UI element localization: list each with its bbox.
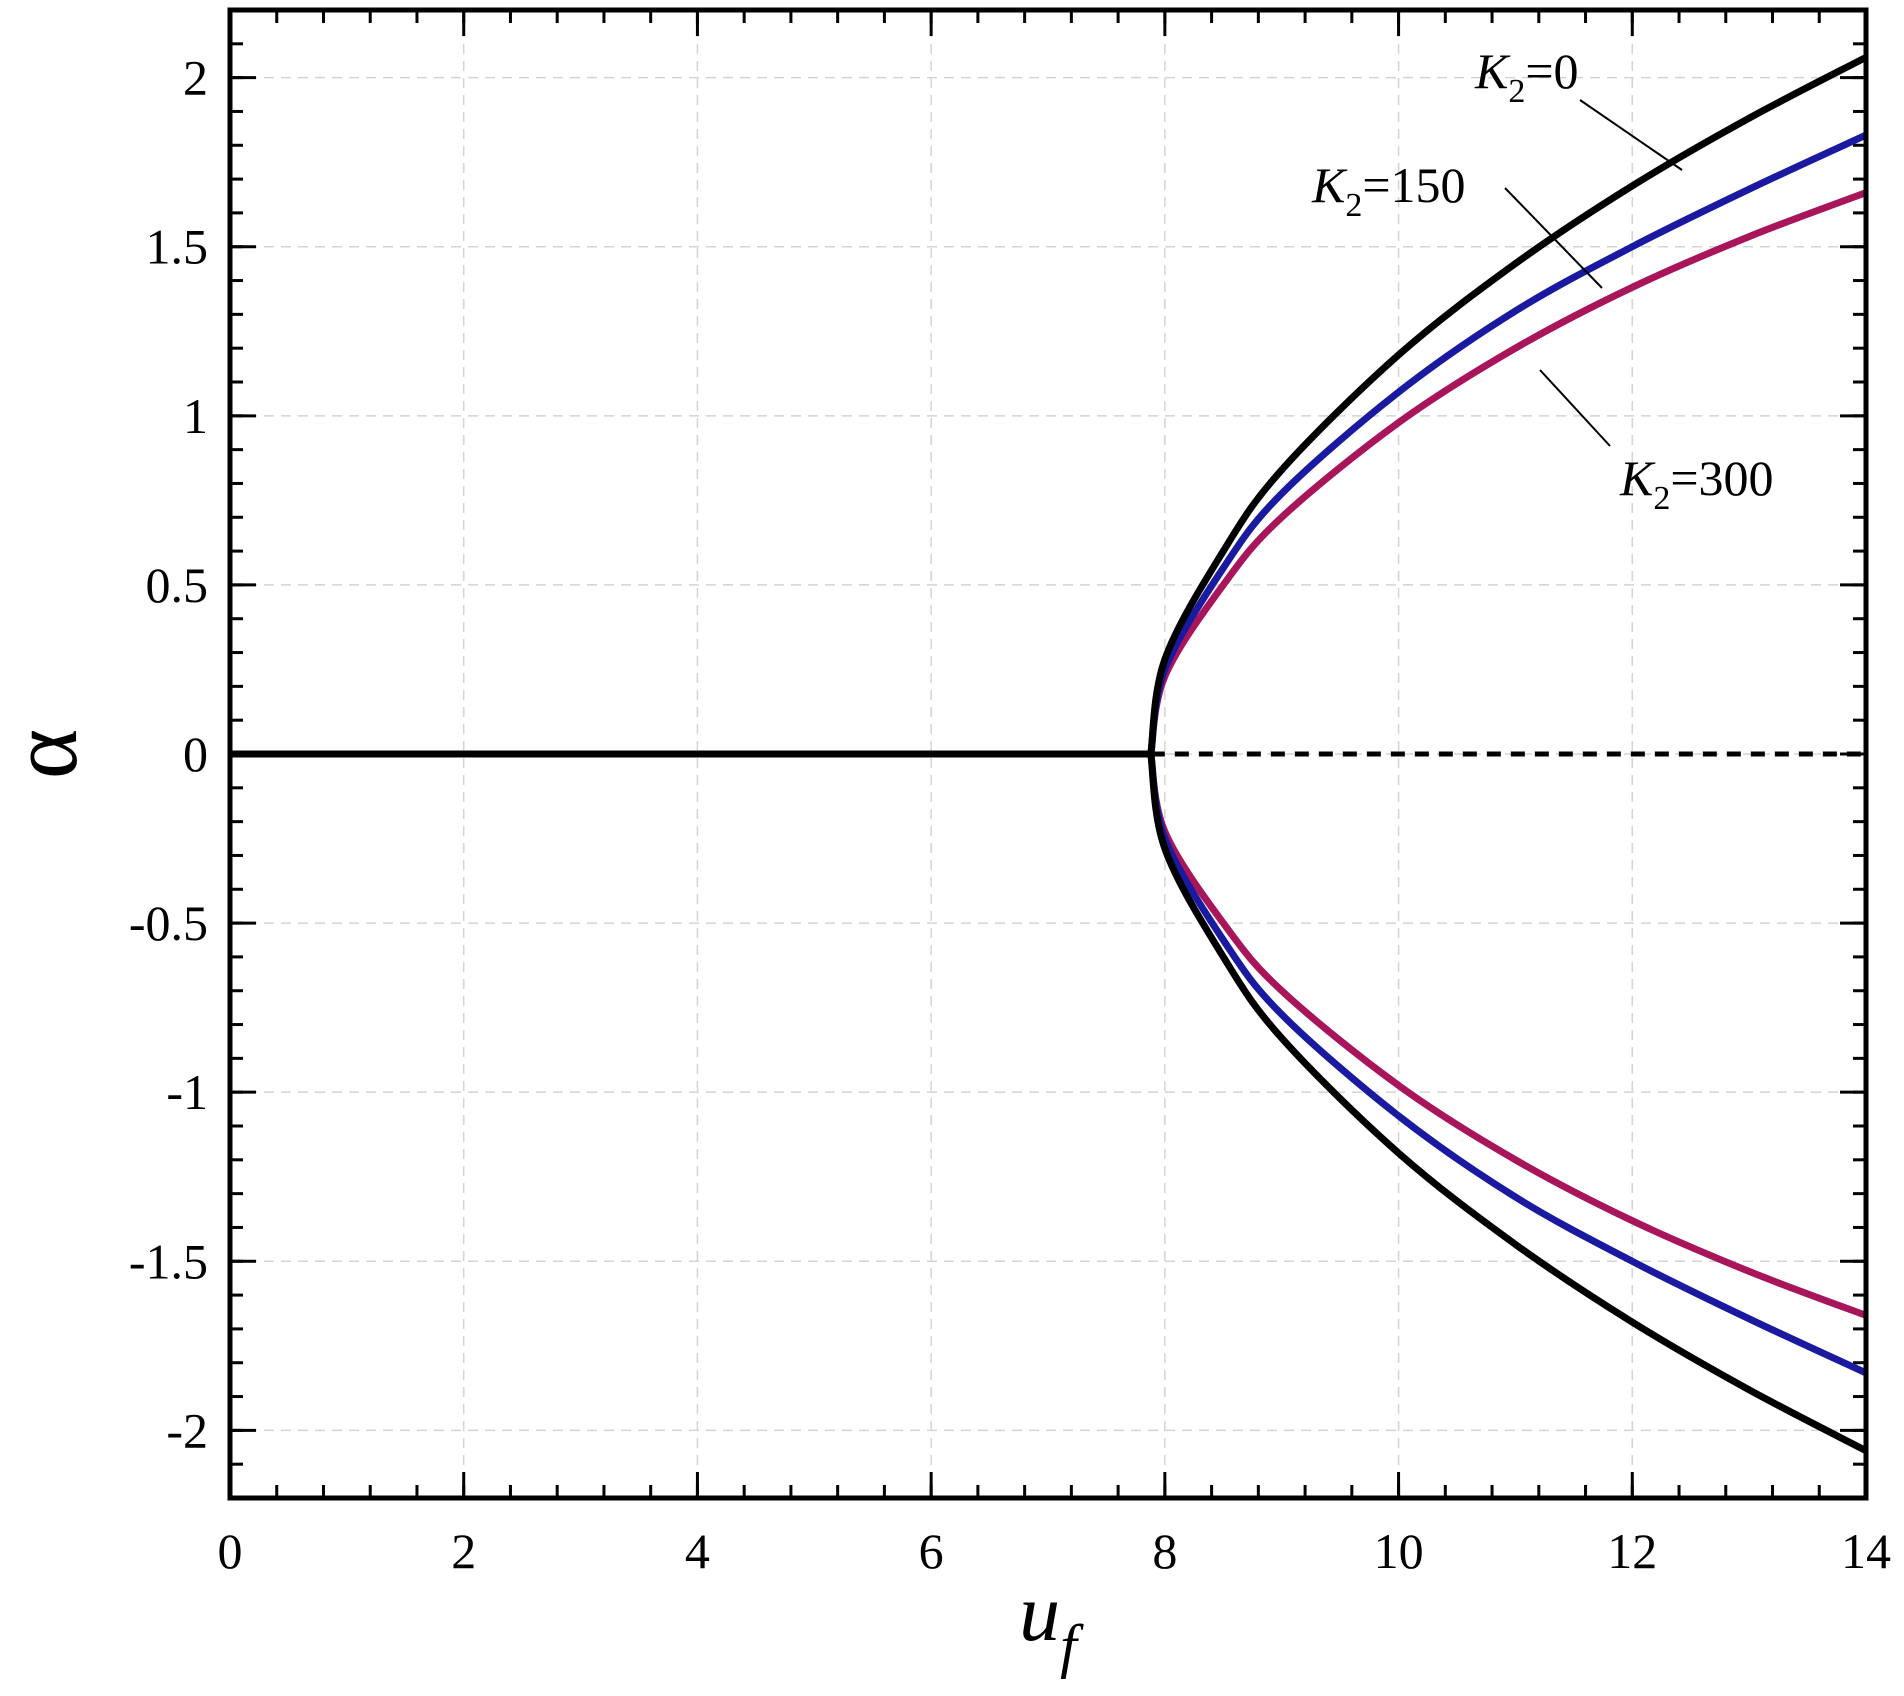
y-tick-label: -1.5 [129,1233,208,1289]
y-axis-label: α [0,729,97,779]
annotation-leader-1 [1504,187,1603,289]
annotation-subscript: 2 [1508,73,1525,110]
annotation-leader-2 [1539,369,1611,447]
annotation-value: =300 [1670,450,1773,506]
x-axis-label-subscript: f [1060,1613,1084,1679]
annotation-subscript: 2 [1653,480,1670,517]
series-0-lower-branch [1147,753,1868,1454]
x-tick-label: 8 [1152,1523,1177,1579]
annotation-value: =150 [1362,157,1465,213]
annotation-leader-0 [1579,99,1683,171]
annotation-symbol: K [1311,157,1348,213]
y-tick-label: 0.5 [146,557,209,613]
x-tick-labels: 0 2 4 6 8 10 12 14 [218,1523,1892,1579]
major-ticks [228,10,1868,1498]
y-tick-label: -2 [166,1402,208,1458]
annotation-label-1: K2=150 [1311,157,1466,224]
x-tick-label: 12 [1607,1523,1657,1579]
y-tick-label: 1 [183,388,208,444]
series-2-lower-branch [1147,753,1868,1319]
annotation-leaders [1504,99,1683,447]
y-tick-label: 0 [183,726,208,782]
series-2-upper-branch [1147,189,1868,755]
series-0-upper-branch [1147,54,1868,755]
x-axis-label-base: u [1019,1567,1060,1658]
annotation-label-0: K2=0 [1474,43,1579,110]
series-1-lower-branch [1147,753,1868,1377]
series-1-upper-branch [1147,131,1868,755]
curves [230,54,1868,1454]
y-tick-label: 2 [183,50,208,106]
y-tick-label: 1.5 [146,219,209,275]
annotation-subscript: 2 [1345,187,1362,224]
x-axis-label: uf [1019,1567,1084,1679]
x-tick-label: 4 [685,1523,710,1579]
y-tick-label: -0.5 [129,895,208,951]
x-tick-label: 10 [1374,1523,1424,1579]
x-tick-label: 0 [218,1523,243,1579]
x-tick-label: 14 [1841,1523,1891,1579]
x-tick-label: 6 [919,1523,944,1579]
annotation-symbol: K [1474,43,1511,99]
x-tick-label: 2 [451,1523,476,1579]
grid-lines [230,10,1866,1498]
y-tick-labels: 2 1.5 1 0.5 0 -0.5 -1 -1.5 -2 [129,50,208,1459]
annotation-symbol: K [1619,450,1656,506]
annotation-label-2: K2=300 [1619,450,1774,517]
y-tick-label: -1 [166,1064,208,1120]
annotation-value: =0 [1525,43,1578,99]
